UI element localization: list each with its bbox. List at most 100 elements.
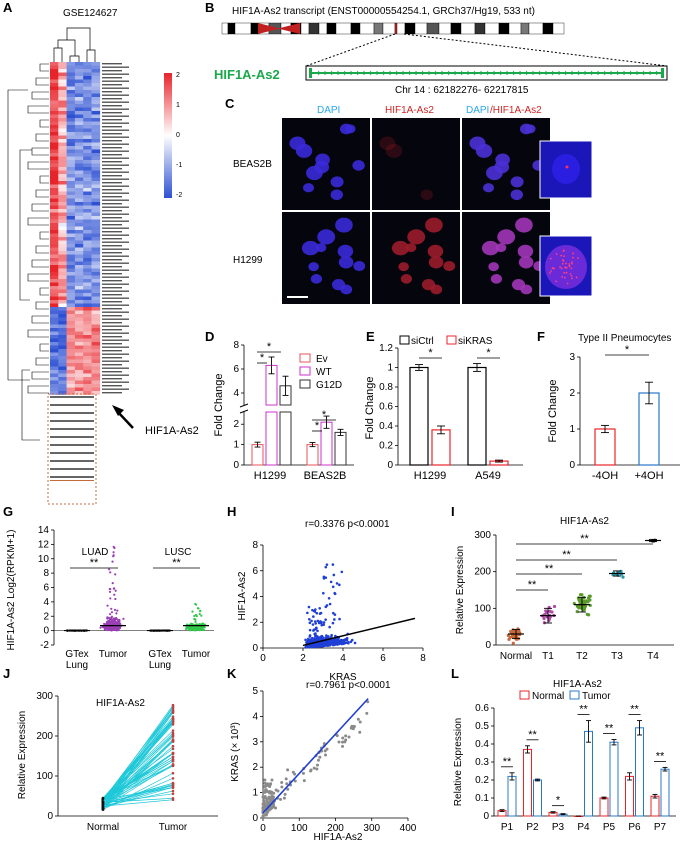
strand-arrow — [603, 70, 607, 76]
strand-arrow — [421, 70, 425, 76]
x-tick-label: T1 — [542, 651, 554, 662]
heatmap-row-label — [102, 318, 129, 320]
data-point — [324, 565, 328, 569]
heatmap-row-label — [102, 147, 122, 149]
chromosome-band — [250, 22, 260, 35]
zoom-dot — [559, 266, 562, 268]
chromosome-band — [498, 22, 510, 35]
paired-line — [102, 786, 174, 809]
heatmap-cell — [83, 345, 92, 350]
heatmap-row-label — [102, 301, 122, 303]
chromosome-band — [227, 22, 236, 35]
dendrogram-branch — [35, 301, 49, 310]
data-point — [330, 639, 334, 643]
heatmap-cell — [66, 65, 76, 70]
heatmap-cell — [74, 69, 84, 73]
heatmap-cell — [83, 118, 92, 122]
heatmap-cell — [58, 335, 67, 339]
strand-arrow — [545, 70, 549, 76]
heatmap-cell — [58, 338, 67, 343]
heatmap-cell — [50, 125, 59, 129]
centromere — [278, 23, 300, 34]
column-dendrogram — [53, 27, 96, 62]
data-point — [320, 621, 323, 625]
data-point — [261, 815, 265, 819]
heatmap-cell — [91, 244, 101, 248]
heatmap-cell — [83, 83, 92, 87]
legend-label: siCtrl — [411, 336, 434, 347]
heatmap-cell — [58, 153, 67, 157]
significance-label: ** — [562, 549, 571, 561]
heatmap-cell — [66, 216, 76, 220]
heatmap-row-labels — [102, 63, 129, 394]
heatmap-cell — [74, 153, 84, 157]
heatmap-cell — [66, 324, 76, 329]
chromosome-band — [308, 22, 320, 35]
heatmap-cell — [83, 300, 92, 304]
data-point — [262, 804, 266, 808]
heatmap-cell — [74, 212, 84, 217]
heatmap-cell — [91, 195, 101, 199]
y-axis-label: HIF1A-As2 Log2(RPKM+1) — [6, 530, 17, 651]
heatmap-cell — [50, 212, 59, 217]
data-point — [542, 616, 546, 621]
heatmap-cell — [83, 128, 92, 133]
legend-swatch — [446, 335, 457, 345]
dendrogram-branch — [35, 357, 49, 366]
strand-arrow — [324, 70, 328, 76]
dendrogram-branch — [31, 91, 49, 100]
data-point — [109, 597, 112, 600]
heatmap-cell — [66, 184, 76, 189]
legend-label: G12D — [316, 380, 342, 391]
heatmap-cell — [83, 149, 92, 154]
heatmap-cell — [50, 293, 59, 297]
heatmap-cell — [83, 254, 92, 259]
heatmap-row-label — [102, 206, 129, 208]
cell-nucleus — [315, 243, 327, 253]
cell-nucleus — [421, 279, 436, 291]
cell-nucleus — [481, 240, 500, 256]
heatmap-cell — [91, 76, 101, 80]
chromosome-band — [426, 22, 440, 35]
strand-arrow — [356, 70, 360, 76]
y-tick-label: 0.2 — [379, 441, 393, 452]
heatmap-cell — [83, 289, 92, 294]
cell-nucleus — [337, 244, 354, 258]
data-point — [511, 630, 515, 634]
heatmap-row-label — [102, 168, 122, 170]
heatmap-cell — [50, 247, 59, 252]
significance-label: * — [486, 347, 491, 359]
cell-nucleus — [391, 240, 410, 256]
heatmap-cell — [91, 83, 101, 87]
strand-arrow — [597, 70, 601, 76]
heatmap-cell — [83, 114, 92, 119]
heatmap-cell — [50, 265, 59, 269]
data-point — [309, 769, 313, 773]
heatmap-cell — [58, 240, 67, 245]
heatmap-cell — [50, 275, 59, 280]
heatmap-cell — [74, 289, 84, 294]
heatmap-cell — [50, 62, 59, 66]
heatmap-cell — [74, 279, 84, 283]
data-point — [118, 622, 122, 625]
data-point — [331, 621, 335, 625]
data-point — [312, 766, 316, 770]
heatmap-cell — [50, 90, 59, 94]
significance-label: ** — [545, 563, 554, 575]
heatmap-cell — [91, 223, 101, 227]
significance-label: * — [315, 420, 320, 432]
data-point — [331, 642, 335, 645]
heatmap-cell — [74, 97, 84, 101]
heatmap-cell — [83, 331, 92, 336]
strand-arrow — [460, 70, 464, 76]
y-tick-label: 0 — [387, 460, 393, 471]
heatmap-row-label — [102, 385, 122, 387]
paired-line — [102, 786, 174, 804]
heatmap-row-label — [102, 154, 122, 156]
data-point — [263, 795, 267, 799]
cell-nucleus — [428, 256, 444, 269]
y-axis-label: Relative Expression — [455, 546, 466, 634]
heatmap-cell — [91, 314, 101, 318]
zoom-dot — [570, 275, 573, 277]
heatmap-cell — [50, 230, 59, 234]
